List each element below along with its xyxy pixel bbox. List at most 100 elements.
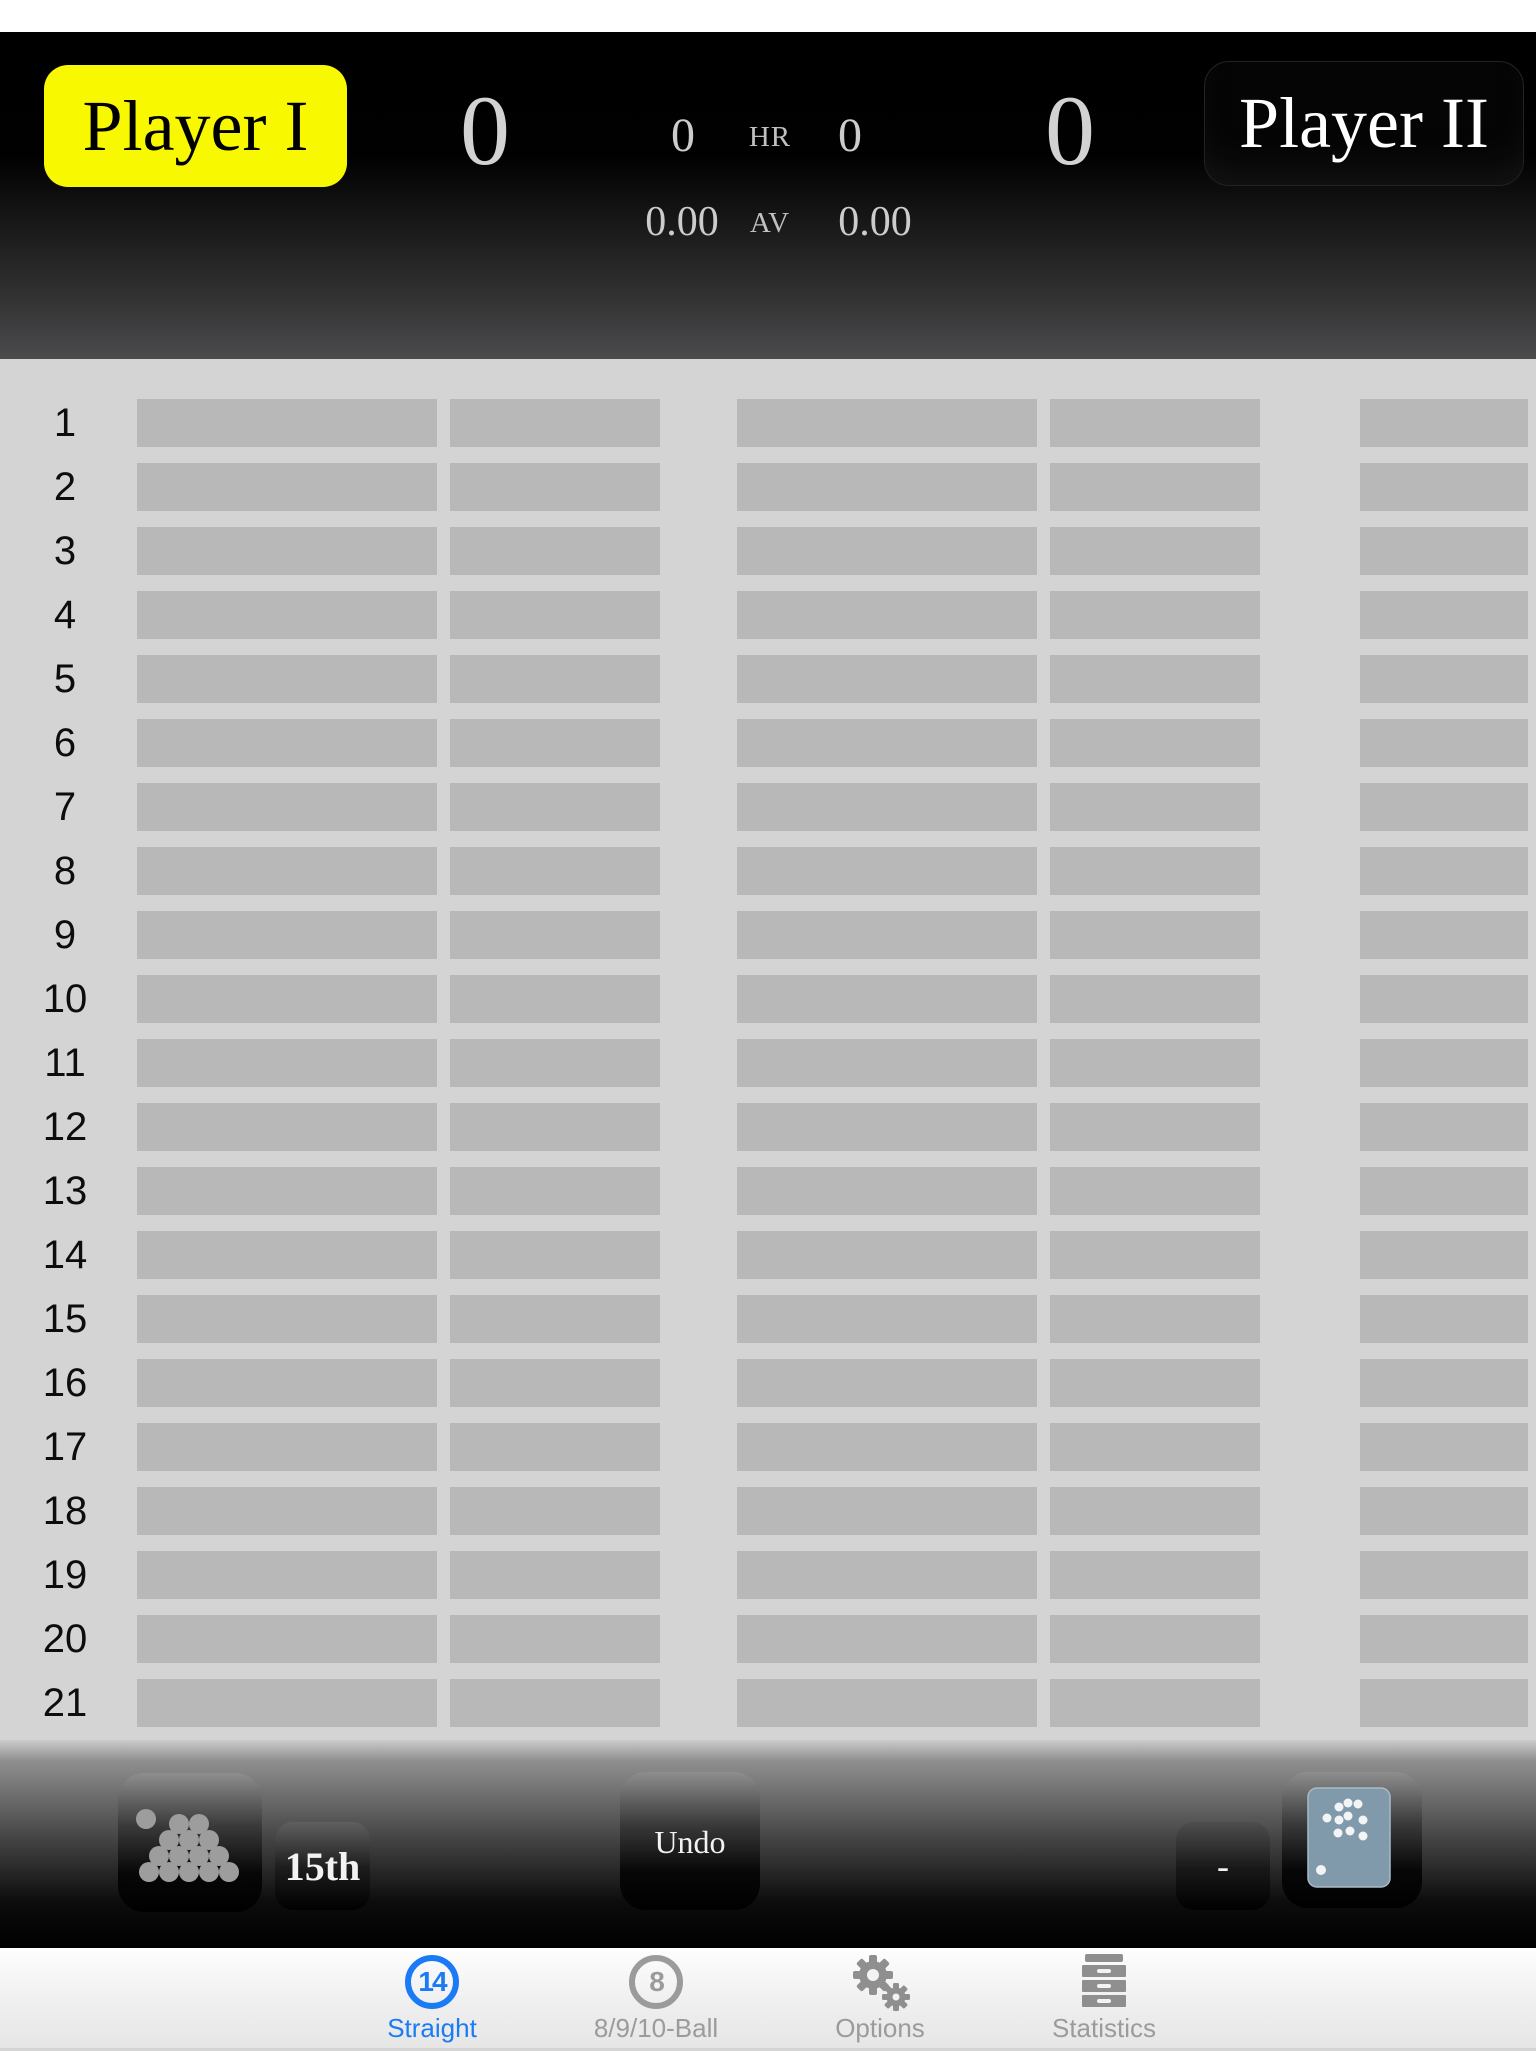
player2-inning-cell — [737, 1487, 1037, 1535]
player1-name-button[interactable]: Player I — [44, 65, 347, 187]
inning-number: 9 — [53, 912, 77, 957]
balls-left-cell — [1360, 1487, 1528, 1535]
inning-row: 2 — [0, 463, 1536, 511]
player1-inning-cell — [137, 463, 437, 511]
balls-left-cell — [1360, 655, 1528, 703]
inning-row: 17 — [0, 1423, 1536, 1471]
player1-total-cell — [450, 1231, 660, 1279]
inning-number: 6 — [53, 720, 77, 765]
inning-number: 21 — [42, 1680, 88, 1725]
inning-row: 3 — [0, 527, 1536, 575]
high-run-label: HR — [748, 121, 792, 153]
tab-options[interactable]: Options — [768, 1951, 992, 2051]
inning-row: 6 — [0, 719, 1536, 767]
inning-row: 14 — [0, 1231, 1536, 1279]
inning-row: 16 — [0, 1359, 1536, 1407]
player2-inning-cell — [737, 1423, 1037, 1471]
player2-inning-cell — [737, 1679, 1037, 1727]
inning-number: 14 — [42, 1232, 88, 1277]
player1-inning-cell — [137, 1103, 437, 1151]
player2-total-cell — [1050, 1231, 1260, 1279]
balls-left-cell — [1360, 1231, 1528, 1279]
player1-total-cell — [450, 847, 660, 895]
player2-inning-cell — [737, 527, 1037, 575]
tab-8-9-10-ball[interactable]: 8 8/9/10-Ball — [544, 1951, 768, 2051]
inning-number: 16 — [42, 1360, 88, 1405]
average-label: AV — [749, 207, 791, 239]
player1-total-cell — [450, 463, 660, 511]
player2-inning-cell — [737, 1295, 1037, 1343]
inning-row: 11 — [0, 1039, 1536, 1087]
inning-row: 18 — [0, 1487, 1536, 1535]
inning-row: 4 — [0, 591, 1536, 639]
balls-left-cell — [1360, 1295, 1528, 1343]
player1-inning-cell — [137, 527, 437, 575]
player1-inning-cell — [137, 719, 437, 767]
player1-inning-cell — [137, 1359, 437, 1407]
player2-total-cell — [1050, 1359, 1260, 1407]
player1-total-cell — [450, 719, 660, 767]
player2-name-button[interactable]: Player II — [1205, 62, 1523, 185]
player1-total-cell — [450, 783, 660, 831]
inning-row: 21 — [0, 1679, 1536, 1727]
player2-total-cell — [1050, 1551, 1260, 1599]
player2-score: 0 — [1045, 75, 1095, 186]
player2-inning-cell — [737, 1167, 1037, 1215]
tab-straight[interactable]: 14 Straight — [320, 1951, 544, 2051]
minus-button[interactable]: - — [1176, 1822, 1270, 1910]
balls-left-cell — [1360, 527, 1528, 575]
inning-row: 12 — [0, 1103, 1536, 1151]
player1-inning-cell — [137, 1231, 437, 1279]
player1-inning-cell — [137, 847, 437, 895]
inning-number: 7 — [53, 784, 77, 829]
scoreboard-header: Player I Player II 0 0 0 HR 0 0.00 AV 0.… — [0, 32, 1536, 359]
undo-button[interactable]: Undo — [620, 1772, 760, 1910]
player2-total-cell — [1050, 1487, 1260, 1535]
player1-total-cell — [450, 1103, 660, 1151]
inning-number: 3 — [53, 528, 77, 573]
tab-statistics-label: Statistics — [1051, 2013, 1157, 2043]
player1-inning-cell — [137, 1295, 437, 1343]
player2-inning-cell — [737, 911, 1037, 959]
balls-left-cell — [1360, 975, 1528, 1023]
player2-total-cell — [1050, 399, 1260, 447]
player2-inning-cell — [737, 655, 1037, 703]
balls-left-cell — [1360, 591, 1528, 639]
player1-inning-cell — [137, 1167, 437, 1215]
balls-left-cell — [1360, 1359, 1528, 1407]
player2-total-cell — [1050, 1679, 1260, 1727]
player1-inning-cell — [137, 975, 437, 1023]
tab-statistics[interactable]: Statistics — [992, 1951, 1216, 2051]
balls-left-cell — [1360, 1039, 1528, 1087]
inning-number: 19 — [42, 1552, 88, 1597]
balls-left-cell — [1360, 1551, 1528, 1599]
player1-total-cell — [450, 1679, 660, 1727]
player1-inning-cell — [137, 1487, 437, 1535]
table-card-button[interactable] — [1282, 1772, 1422, 1908]
player1-total-cell — [450, 1039, 660, 1087]
player1-score: 0 — [460, 75, 510, 186]
spotted-card-icon — [1307, 1787, 1391, 1888]
bottom-toolbar: 15th Undo - — [0, 1740, 1536, 1948]
player2-inning-cell — [737, 1231, 1037, 1279]
tab-options-label: Options — [835, 2013, 925, 2043]
player2-high-run-value: 0 — [838, 109, 862, 162]
player2-total-cell — [1050, 1295, 1260, 1343]
balls-left-cell — [1360, 1615, 1528, 1663]
player1-total-cell — [450, 1295, 660, 1343]
player2-total-cell — [1050, 1167, 1260, 1215]
inning-number: 2 — [53, 464, 77, 509]
player1-high-run-value: 0 — [671, 109, 695, 162]
player1-total-cell — [450, 975, 660, 1023]
ball-count-button[interactable]: 15th — [275, 1822, 370, 1910]
balls-left-cell — [1360, 1679, 1528, 1727]
inning-row: 19 — [0, 1551, 1536, 1599]
player1-total-cell — [450, 1167, 660, 1215]
ball-14-icon: 14 — [405, 1955, 459, 2009]
rack-button[interactable] — [118, 1773, 262, 1912]
player1-inning-cell — [137, 1039, 437, 1087]
player2-total-cell — [1050, 655, 1260, 703]
status-bar-strip — [0, 0, 1536, 32]
player2-inning-cell — [737, 719, 1037, 767]
player1-total-cell — [450, 1359, 660, 1407]
